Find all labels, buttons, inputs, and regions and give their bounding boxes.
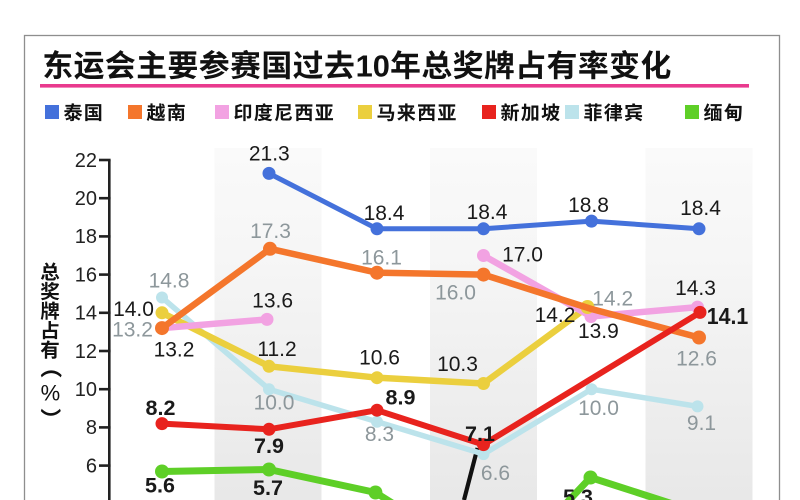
- svg-text:16: 16: [75, 264, 97, 286]
- svg-text:10: 10: [356, 49, 390, 84]
- svg-text:20: 20: [75, 188, 97, 210]
- svg-text:14.0: 14.0: [113, 298, 154, 321]
- svg-text:18.4: 18.4: [680, 197, 721, 220]
- svg-text:5.3: 5.3: [563, 485, 593, 500]
- svg-text:10.0: 10.0: [578, 397, 619, 420]
- svg-text:9.1: 9.1: [687, 412, 716, 435]
- svg-text:12.6: 12.6: [676, 347, 717, 370]
- svg-text:18.4: 18.4: [467, 201, 508, 224]
- svg-text:10.3: 10.3: [437, 353, 478, 376]
- svg-text:10.6: 10.6: [359, 346, 400, 369]
- svg-text:18.8: 18.8: [568, 194, 609, 217]
- svg-text:14.1: 14.1: [707, 303, 749, 329]
- svg-text:5.7: 5.7: [253, 476, 283, 500]
- svg-text:8: 8: [86, 417, 97, 439]
- svg-text:12: 12: [75, 341, 97, 363]
- svg-text:18.4: 18.4: [364, 202, 405, 225]
- svg-text:10.0: 10.0: [254, 391, 295, 414]
- svg-text:14.2: 14.2: [535, 304, 576, 327]
- svg-text:7.9: 7.9: [254, 434, 284, 458]
- svg-text:13.9: 13.9: [578, 320, 619, 343]
- svg-text:14: 14: [75, 303, 97, 325]
- svg-text:8.3: 8.3: [365, 423, 394, 446]
- svg-text:13.6: 13.6: [252, 290, 293, 313]
- svg-text:22: 22: [75, 150, 97, 172]
- svg-text:21.3: 21.3: [249, 143, 290, 166]
- svg-text:11.2: 11.2: [257, 338, 296, 361]
- svg-text:14.8: 14.8: [149, 269, 190, 292]
- svg-text:5.6: 5.6: [145, 474, 175, 498]
- svg-text:8.9: 8.9: [386, 386, 416, 410]
- svg-text:17.3: 17.3: [250, 220, 291, 243]
- svg-text:6: 6: [86, 455, 97, 477]
- svg-text:6.6: 6.6: [481, 462, 510, 485]
- svg-text:13.2: 13.2: [154, 338, 195, 361]
- svg-text:13.2: 13.2: [112, 318, 153, 341]
- svg-text:8.2: 8.2: [146, 396, 176, 420]
- svg-text:14.2: 14.2: [592, 288, 633, 311]
- svg-text:18: 18: [75, 226, 97, 248]
- svg-text:16.1: 16.1: [361, 246, 402, 269]
- svg-text:%: %: [41, 380, 61, 405]
- svg-text:16.0: 16.0: [435, 281, 476, 304]
- svg-text:14.3: 14.3: [675, 277, 716, 300]
- svg-text:17.0: 17.0: [502, 243, 543, 266]
- svg-text:10: 10: [75, 379, 97, 401]
- svg-text:7.1: 7.1: [465, 422, 495, 446]
